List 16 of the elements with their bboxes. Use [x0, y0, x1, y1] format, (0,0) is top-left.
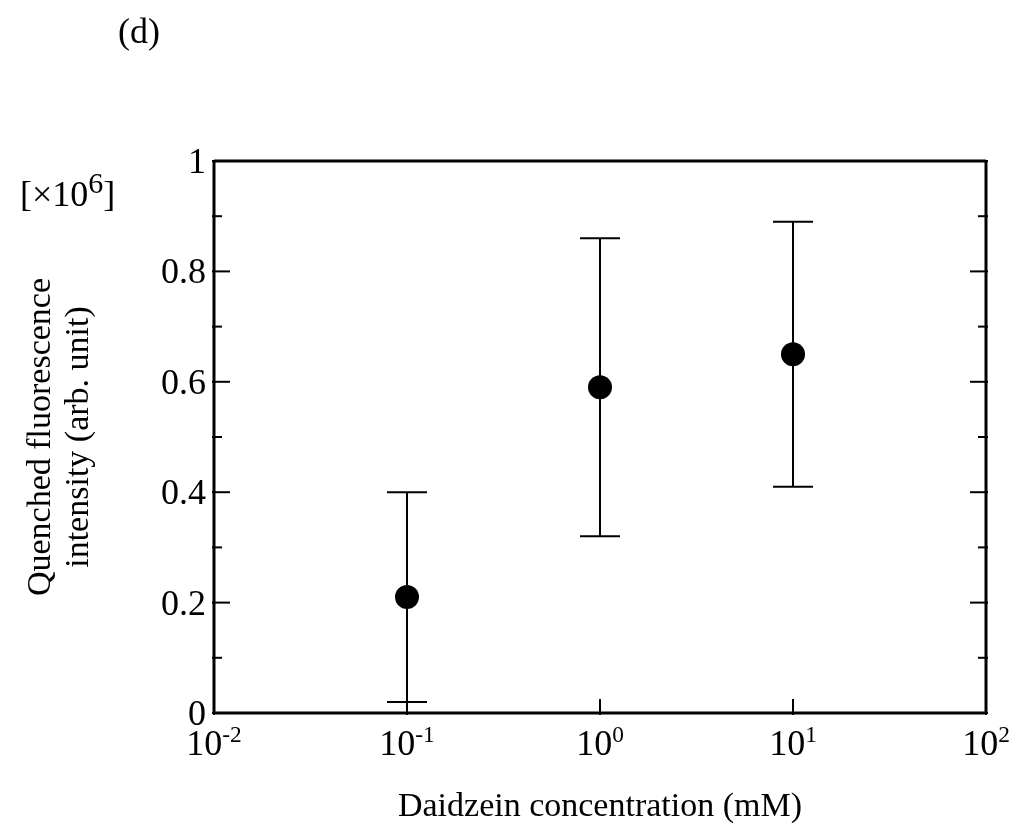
- y-tick-label: 0.2: [161, 582, 206, 623]
- y-tick-label: 0.6: [161, 361, 206, 402]
- x-tick-label: 10$^{1}$: [769, 721, 817, 763]
- text: (d): [118, 10, 160, 52]
- y-axis-title: Quenched fluorescence intensity (arb. unit): [20, 277, 96, 597]
- y-tick-label: 0.4: [161, 472, 206, 513]
- point: [781, 342, 805, 367]
- x-axis-title: Daidzein concentration (mM): [397, 786, 803, 824]
- y-tick-label: 1: [188, 141, 206, 181]
- x-tick-label: 10$^{2}$: [962, 721, 1010, 763]
- text: [×10$^{6}$]: [20, 166, 116, 215]
- x-tick-label: 10$^{0}$: [576, 721, 624, 763]
- point: [395, 585, 419, 610]
- y-tick-label: 0.8: [161, 251, 206, 292]
- x-tick-label: 10$^{-1}$: [379, 721, 435, 763]
- point: [588, 375, 612, 400]
